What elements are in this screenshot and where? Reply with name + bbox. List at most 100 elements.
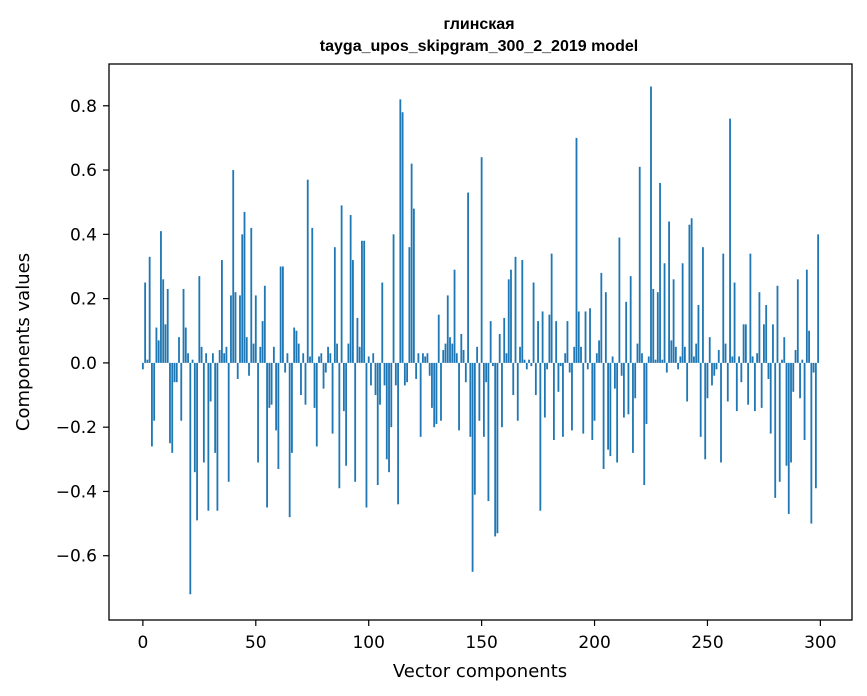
bar xyxy=(148,256,151,363)
bar xyxy=(469,362,472,437)
bar xyxy=(539,362,542,511)
bar xyxy=(749,253,752,363)
bar xyxy=(607,362,609,450)
bar xyxy=(318,356,320,363)
bar xyxy=(268,362,271,408)
bar xyxy=(568,362,571,373)
bar xyxy=(266,362,268,508)
bar xyxy=(383,362,386,386)
bar xyxy=(442,350,445,363)
bar xyxy=(239,295,241,363)
bar xyxy=(663,263,666,363)
bar xyxy=(424,356,427,363)
bar xyxy=(591,362,594,441)
bar xyxy=(672,279,675,363)
bar xyxy=(776,285,779,363)
bar xyxy=(141,362,144,370)
bar xyxy=(390,362,393,428)
bar xyxy=(668,221,670,363)
bar xyxy=(785,362,788,466)
bar xyxy=(641,353,643,363)
bar xyxy=(604,292,607,363)
bar xyxy=(693,356,695,363)
chart-subtitle: tayga_upos_skipgram_300_2_2019 model xyxy=(320,38,638,55)
bar xyxy=(365,362,368,508)
bar xyxy=(431,362,433,408)
bar xyxy=(817,234,820,363)
bar xyxy=(178,337,180,363)
bar xyxy=(437,314,440,363)
bar xyxy=(315,362,318,447)
bar xyxy=(665,362,668,373)
x-axis-label: Vector components xyxy=(393,661,567,682)
bar xyxy=(690,218,693,363)
y-tick-label: 0.6 xyxy=(70,161,97,181)
bar xyxy=(361,240,363,363)
bar xyxy=(519,346,521,363)
bar xyxy=(733,282,736,363)
bar xyxy=(643,362,646,486)
bar xyxy=(726,362,729,402)
bar xyxy=(401,112,404,363)
bar xyxy=(333,247,336,363)
y-tick-label: 0.2 xyxy=(70,290,97,310)
bar xyxy=(796,279,799,363)
bar xyxy=(399,99,402,363)
bar xyxy=(613,362,616,389)
bar xyxy=(410,163,413,363)
bar xyxy=(772,324,774,363)
bar xyxy=(799,362,801,399)
bar xyxy=(760,362,763,408)
bar xyxy=(392,234,395,363)
bar xyxy=(575,137,578,363)
bar xyxy=(476,346,479,363)
bar xyxy=(270,362,273,405)
bar xyxy=(252,343,255,363)
bar xyxy=(259,346,262,363)
bar xyxy=(462,350,465,363)
bar xyxy=(559,362,562,367)
bar xyxy=(546,362,549,370)
bar xyxy=(638,166,641,363)
bar xyxy=(514,256,517,363)
bar xyxy=(765,305,768,363)
bar xyxy=(336,343,338,363)
bar xyxy=(738,356,740,363)
bar xyxy=(453,269,456,363)
bar xyxy=(589,308,591,363)
bar xyxy=(593,362,596,421)
bar xyxy=(218,350,221,363)
bar xyxy=(193,362,196,473)
bar xyxy=(767,362,770,379)
bar xyxy=(478,362,481,421)
bar xyxy=(611,356,614,363)
bar xyxy=(503,317,506,363)
y-axis-label: Components values xyxy=(13,253,34,431)
bar xyxy=(634,362,637,399)
bar xyxy=(751,356,754,363)
bar xyxy=(196,362,198,521)
bar xyxy=(209,362,212,402)
bar xyxy=(309,356,311,363)
bar xyxy=(706,362,709,399)
bar xyxy=(164,324,167,363)
bar xyxy=(753,362,756,412)
bar xyxy=(683,346,686,363)
bar xyxy=(708,337,711,363)
bar xyxy=(261,321,264,363)
bar xyxy=(537,321,539,363)
x-tick-label: 150 xyxy=(465,633,497,653)
bar xyxy=(541,311,544,363)
bar xyxy=(564,353,567,363)
bar xyxy=(171,362,174,453)
bar xyxy=(155,327,158,363)
bar xyxy=(756,353,759,363)
bar xyxy=(598,340,600,363)
bar xyxy=(774,362,777,498)
bar xyxy=(609,362,612,457)
bar xyxy=(580,346,582,363)
bar xyxy=(625,301,628,363)
bar xyxy=(661,359,664,363)
bar xyxy=(374,362,377,396)
